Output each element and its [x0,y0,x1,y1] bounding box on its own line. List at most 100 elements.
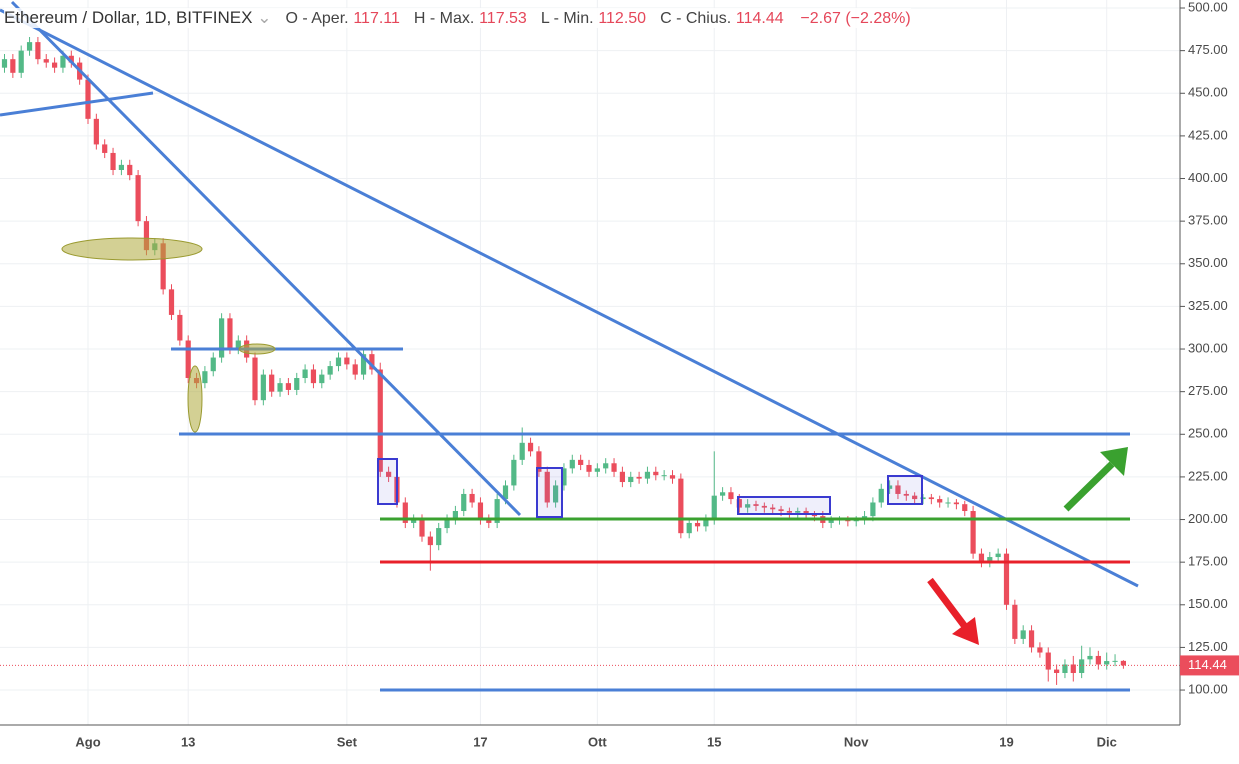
chart-title: Ethereum / Dollar, 1D, BITFINEX [4,8,253,27]
candle-body [85,79,91,119]
candle-body [895,485,901,494]
candle-body [603,463,609,469]
candle-body [811,514,818,517]
candle-body [294,378,300,390]
arrow [1063,461,1115,512]
candle-body [327,366,333,375]
candle-body [386,471,392,477]
candle-body [494,499,500,523]
candle-body [411,519,417,523]
candle-body [878,488,884,503]
highlight [61,237,203,261]
trend-line [10,0,522,517]
x-tick-label: Ott [588,734,607,749]
candle-body [728,492,734,500]
y-tick-label: 175.00 [1188,554,1228,569]
candle-body [352,364,358,375]
candle-body [143,221,150,251]
candle-body [778,509,784,512]
candle-body [1037,647,1043,653]
candle-body [720,492,726,496]
y-tick-label: 325.00 [1188,298,1228,313]
last-price-tag [1180,655,1239,676]
x-tick-label: 17 [473,734,487,749]
legend-label: H - Max. [413,10,475,27]
candle-body [678,478,684,534]
candle-body [502,485,509,500]
candles [0,37,1180,685]
y-tick-label: 200.00 [1188,511,1228,526]
candle-body [1104,661,1110,665]
candle-body [168,289,175,315]
candle-body [828,519,834,523]
candle-body [1095,655,1101,665]
highlight [187,365,203,433]
candle-body [402,502,408,523]
candle-body [945,502,951,504]
candle-body [736,499,742,508]
candle-body [310,369,317,384]
candle-body [686,522,692,534]
candle-body [319,374,325,384]
candle-body [569,459,575,469]
candle-body [1,59,8,68]
candle-body [962,504,968,512]
legend-value: 114.44 [735,10,784,27]
candle-body [761,505,767,508]
x-tick-label: 13 [181,734,195,749]
candle-body [35,42,41,60]
legend-value: 117.53 [479,10,527,27]
candle-body [644,471,651,479]
candle-body [102,144,108,153]
candle-body [43,59,49,63]
drawings [0,0,1139,692]
candle-body [1020,630,1026,639]
candle-body [586,464,592,472]
candle-body [369,354,375,370]
legend-label: C - Chius. [660,10,732,27]
candle-body [160,243,166,290]
candle-body [978,553,985,563]
candle-body [1054,669,1060,673]
change: −2.67 (−2.28%) [800,10,911,27]
candle-body [444,519,450,529]
axes: 100.00 125.00 150.00 175.00 200.00 225.00 250.… [75,0,1239,749]
candle-body [544,471,550,503]
candle-body [970,511,976,554]
y-tick-label: 100.00 [1188,681,1228,696]
candle-body [1003,553,1010,605]
trend-line [0,8,1139,588]
candle-body [669,475,676,479]
candle-body [527,442,534,452]
candle-body [661,475,667,477]
candle-body [870,502,876,517]
candle-body [118,164,124,170]
candle-body [461,493,467,512]
candle-body [93,118,99,145]
candle-body [1028,630,1035,648]
candle-body [711,495,717,520]
y-tick-label: 250.00 [1188,426,1228,441]
candle-body [803,511,809,515]
candle-body [235,340,241,350]
candle-body [127,164,133,176]
box [377,458,398,505]
x-tick-label: Dic [1097,734,1117,749]
candle-body [210,357,216,372]
box [737,496,831,515]
candle-body [10,59,16,73]
legend: Ethereum / Dollar, 1D, BITFINEX ⌄ O - Ape… [4,8,911,28]
candle-body [903,493,909,496]
candle-body [653,471,659,476]
candle-body [227,318,233,350]
candle-body [928,497,934,500]
candle-body [536,451,542,472]
candle-body [260,374,266,401]
candle-body [285,383,291,390]
candle-body [987,557,993,563]
candle-body [694,522,701,527]
candle-body [937,499,943,503]
candle-body [185,340,191,379]
x-tick-label: Ago [75,734,100,749]
